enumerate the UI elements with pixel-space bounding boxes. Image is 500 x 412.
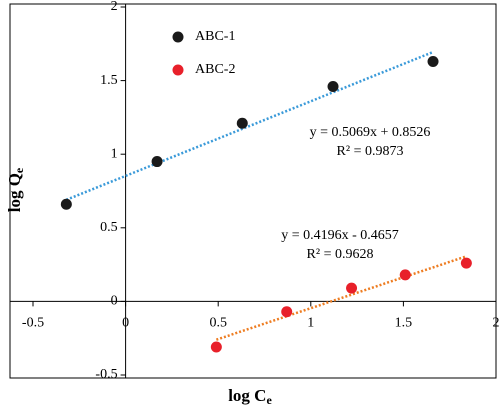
data-point: [60, 198, 72, 210]
y-tick-label: 1.5: [100, 73, 118, 88]
data-point: [460, 257, 472, 269]
x-tick-label: -0.5: [22, 316, 44, 331]
trendline-equation: y = 0.4196x - 0.4657: [281, 228, 399, 243]
x-tick-label: 1: [307, 316, 314, 331]
legend-label: ABC-1: [195, 29, 235, 44]
y-axis-title-sub: e: [12, 167, 26, 173]
x-axis-title-sub: e: [266, 393, 272, 407]
y-tick-label: 0.5: [100, 220, 118, 235]
trendline-r-squared: R² = 0.9628: [307, 247, 374, 262]
data-point: [210, 341, 222, 353]
trendline-equation: y = 0.5069x + 0.8526: [310, 125, 431, 140]
y-tick-label: -0.5: [95, 367, 117, 382]
legend-label: ABC-2: [195, 62, 235, 77]
data-point: [427, 55, 439, 67]
legend-marker: [172, 64, 184, 76]
x-tick-label: 0.5: [209, 316, 227, 331]
data-point: [151, 156, 163, 168]
trendline: [215, 255, 467, 341]
trendline: [65, 50, 434, 201]
x-axis-title: log Ce: [228, 386, 272, 407]
data-point: [281, 306, 293, 318]
y-tick-label: 1: [111, 146, 118, 161]
y-tick-label: 2: [111, 0, 118, 14]
plot-frame: [9, 3, 497, 379]
y-tick-label: 0: [111, 294, 118, 309]
x-tick-label: 0: [122, 316, 129, 331]
data-point: [399, 269, 411, 281]
y-axis-title-text: log Q: [5, 173, 24, 212]
data-point: [236, 117, 248, 129]
x-tick-label: 2: [493, 316, 500, 331]
legend-marker: [172, 31, 184, 43]
data-point: [346, 282, 358, 294]
x-tick-label: 1.5: [395, 316, 413, 331]
y-axis-title: log Qe: [5, 167, 26, 212]
trendline-r-squared: R² = 0.9873: [337, 144, 404, 159]
data-point: [327, 80, 339, 92]
x-axis-title-text: log C: [228, 386, 266, 405]
